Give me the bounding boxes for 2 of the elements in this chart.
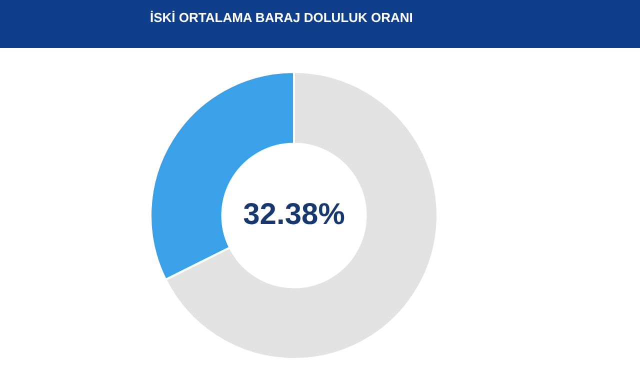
chart-title: İSKİ ORTALAMA BARAJ DOLULUK ORANI bbox=[0, 0, 640, 48]
data-label: 32.38% bbox=[243, 198, 345, 231]
